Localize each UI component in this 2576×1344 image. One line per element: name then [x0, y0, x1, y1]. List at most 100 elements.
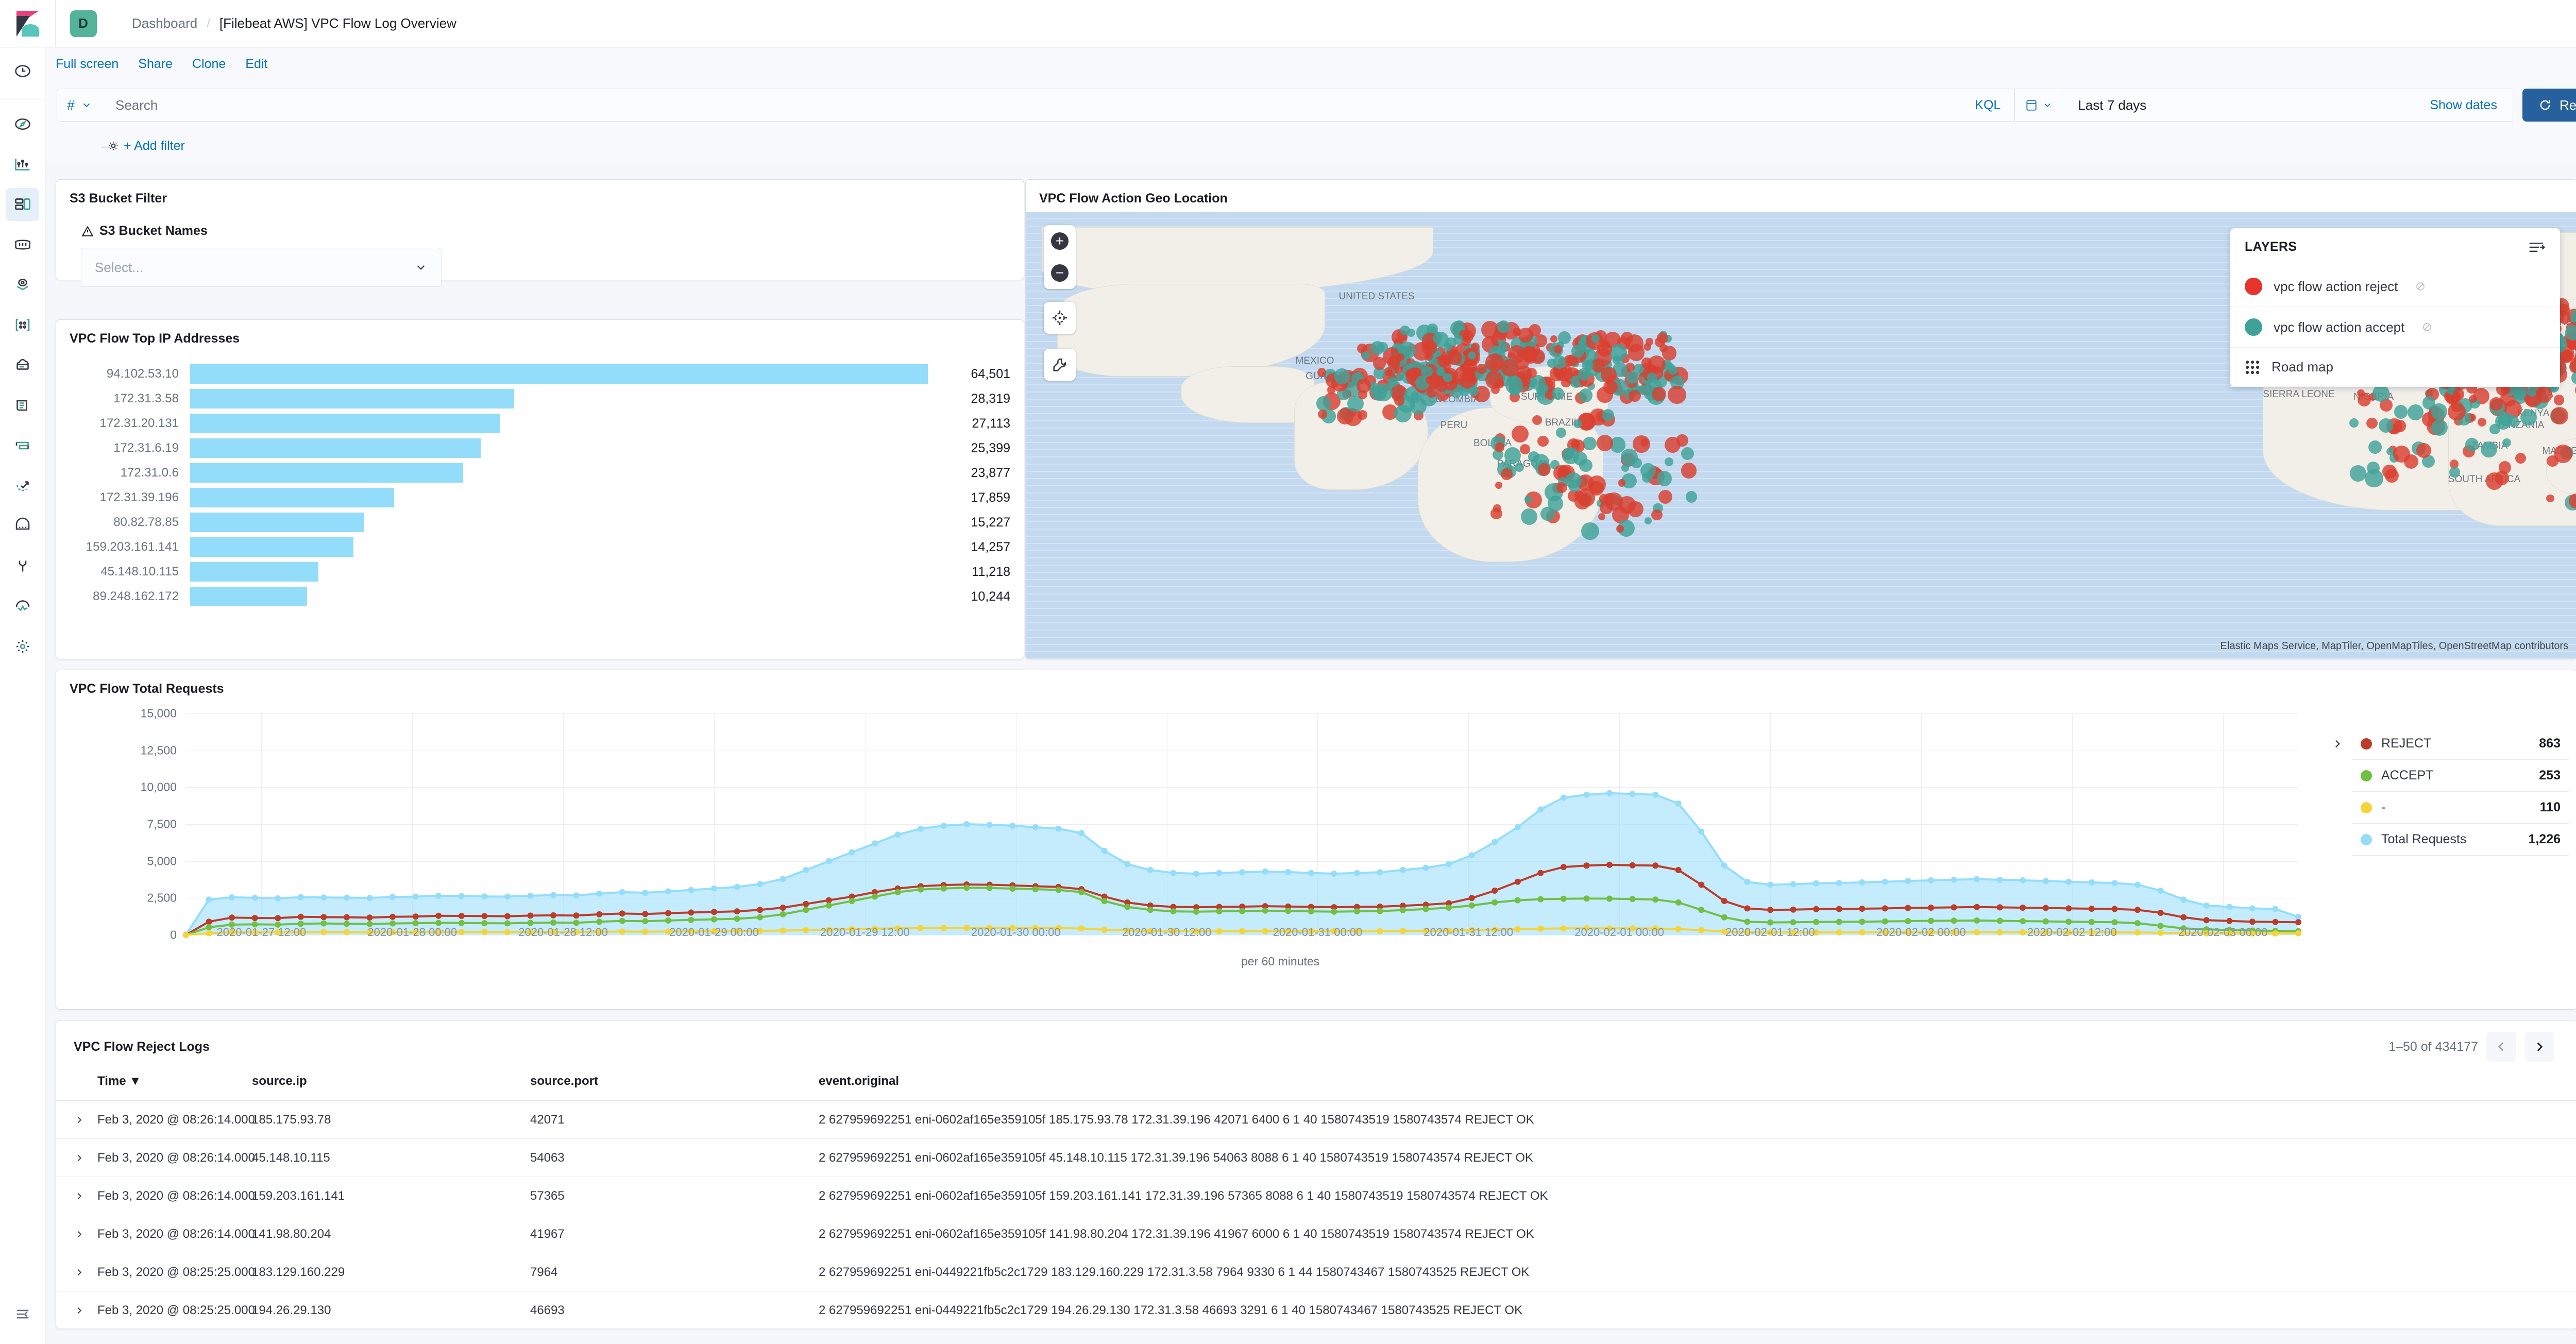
map-point [1565, 472, 1582, 489]
table-row[interactable]: Feb 3, 2020 @ 08:26:14.000 159.203.161.14… [56, 1177, 2576, 1215]
map-point [1643, 343, 1651, 351]
next-page-button[interactable] [2524, 1032, 2554, 1062]
column-header-source-port[interactable]: source.port [530, 1074, 599, 1088]
y-axis-tick-label: 7,500 [147, 817, 177, 831]
series-point [1790, 906, 1797, 913]
layer-row[interactable]: vpc flow action accept [2230, 307, 2560, 348]
bar-row[interactable]: 45.148.10.115 11,218 [66, 559, 1010, 584]
eye-off-icon[interactable] [2421, 321, 2433, 333]
sidebar-item-discover[interactable] [6, 108, 39, 141]
legend-item[interactable]: ACCEPT 253 [2352, 760, 2569, 792]
zoom-out-icon[interactable]: − [1044, 257, 1076, 289]
show-dates-button[interactable]: Show dates [2430, 97, 2497, 112]
index-pattern-selector[interactable]: # [57, 89, 102, 122]
sidebar-item-uptime[interactable] [6, 469, 39, 502]
breadcrumb-dashboard[interactable]: Dashboard [132, 15, 198, 31]
add-filter-button[interactable]: + Add filter [124, 138, 185, 153]
bar-row[interactable]: 159.203.161.141 14,257 [66, 535, 1010, 559]
query-language-button[interactable]: KQL [1975, 97, 2001, 112]
series-point [2065, 905, 2072, 912]
row-expand-icon[interactable] [74, 1267, 97, 1278]
gridline [714, 713, 715, 935]
sidebar-item-apm[interactable] [6, 429, 39, 462]
series-point [2203, 930, 2210, 937]
legend-item[interactable]: - 110 [2352, 792, 2569, 824]
map-tools-button[interactable] [1044, 349, 1076, 381]
full-screen-button[interactable]: Full screen [56, 56, 119, 71]
s3-bucket-select[interactable]: Select... [81, 248, 442, 287]
space-switcher[interactable]: D [56, 0, 111, 47]
table-row[interactable]: Feb 3, 2020 @ 08:25:25.000 183.129.160.22… [56, 1253, 2576, 1291]
legend-value: 110 [2539, 800, 2561, 814]
gear-icon[interactable] [106, 139, 121, 153]
date-quick-select-button[interactable] [2015, 89, 2063, 122]
sidebar-item-management[interactable] [6, 630, 39, 663]
row-expand-icon[interactable] [74, 1305, 97, 1316]
sidebar-item-monitoring[interactable] [6, 590, 39, 623]
sidebar-item-dev-tools[interactable] [6, 550, 39, 583]
date-range-value[interactable]: Last 7 days [2078, 97, 2147, 113]
zoom-in-icon[interactable]: + [1044, 225, 1076, 257]
app-header: D Dashboard / [Filebeat AWS] VPC Flow Lo… [0, 0, 2576, 47]
series-point [1928, 929, 1934, 935]
bar-row[interactable]: 89.248.162.172 10,244 [66, 584, 1010, 609]
nav-collapse-button[interactable] [6, 1298, 39, 1331]
sidebar-item-siem[interactable] [6, 509, 39, 542]
layer-row[interactable]: vpc flow action reject [2230, 266, 2560, 307]
kibana-logo[interactable] [0, 0, 56, 47]
fit-to-data-button[interactable] [1044, 302, 1076, 334]
table-row[interactable]: Feb 3, 2020 @ 08:26:14.000 45.148.10.115 5… [56, 1139, 2576, 1177]
bar-row[interactable]: 80.82.78.85 15,227 [66, 510, 1010, 535]
column-header-event-original[interactable]: event.original [819, 1074, 900, 1088]
row-expand-icon[interactable] [74, 1190, 97, 1202]
legend-expand-icon[interactable] [2331, 737, 2344, 751]
fit-to-data-icon [1044, 302, 1076, 334]
series-point [1721, 914, 1727, 921]
series-point [2226, 930, 2233, 937]
series-point [986, 925, 993, 931]
clone-button[interactable]: Clone [192, 56, 226, 71]
table-row[interactable]: Feb 3, 2020 @ 08:26:14.000 141.98.80.204 4… [56, 1215, 2576, 1253]
sidebar-item-infrastructure[interactable] [6, 349, 39, 382]
row-expand-icon[interactable] [74, 1229, 97, 1240]
series-point [344, 929, 350, 935]
layer-label: vpc flow action reject [2274, 278, 2398, 294]
column-header-source-ip[interactable]: source.ip [252, 1074, 307, 1088]
bar-row[interactable]: 172.31.39.196 17,859 [66, 485, 1010, 510]
date-picker: Last 7 days Show dates [2014, 89, 2513, 122]
layers-menu-icon[interactable] [2528, 241, 2546, 254]
row-expand-icon[interactable] [74, 1152, 97, 1164]
map-canvas[interactable]: NORWAYUNITED KINGDOMUNITED STATESKAZAKHS… [1026, 212, 2576, 659]
table-row[interactable]: Feb 3, 2020 @ 08:25:25.000 194.26.29.130 4… [56, 1291, 2576, 1330]
sidebar-item-dashboard[interactable] [6, 188, 39, 221]
y-axis-tick-label: 15,000 [140, 706, 177, 720]
sidebar-item-visualize[interactable] [6, 148, 39, 181]
column-header-time[interactable]: Time ▼ [97, 1074, 252, 1088]
eye-off-icon[interactable] [2414, 280, 2427, 293]
share-button[interactable]: Share [138, 56, 173, 71]
bar-row[interactable]: 172.31.20.131 27,113 [66, 411, 1010, 436]
layer-row[interactable]: Road map [2230, 348, 2560, 387]
sidebar-item-maps[interactable] [6, 268, 39, 301]
legend-item[interactable]: REJECT 863 [2352, 728, 2569, 760]
bar-row[interactable]: 172.31.6.19 25,399 [66, 436, 1010, 461]
bar-row[interactable]: 172.31.0.6 23,877 [66, 461, 1010, 485]
table-row[interactable]: Feb 3, 2020 @ 08:26:14.000 185.175.93.78 4… [56, 1101, 2576, 1139]
map-point [2558, 311, 2571, 325]
table-header-row: Time ▼ source.ip source.port event.origin… [56, 1062, 2576, 1101]
sidebar-item-machine-learning[interactable] [6, 309, 39, 342]
sidebar-item-recently-viewed[interactable] [6, 55, 39, 88]
edit-button[interactable]: Edit [245, 56, 268, 71]
sidebar-item-logs[interactable] [6, 389, 39, 422]
search-input[interactable]: Search KQL [102, 89, 2015, 122]
bar-row[interactable]: 94.102.53.10 64,501 [66, 362, 1010, 386]
legend-item[interactable]: Total Requests 1,226 [2352, 824, 2569, 856]
chart-plot-area[interactable] [183, 713, 2301, 938]
map-point [2513, 386, 2527, 400]
series-point [1170, 928, 1177, 934]
refresh-button[interactable]: Refresh [2522, 89, 2576, 122]
prev-page-button[interactable] [2486, 1032, 2516, 1062]
row-expand-icon[interactable] [74, 1114, 97, 1126]
sidebar-item-canvas[interactable] [6, 228, 39, 261]
bar-row[interactable]: 172.31.3.58 28,319 [66, 386, 1010, 411]
